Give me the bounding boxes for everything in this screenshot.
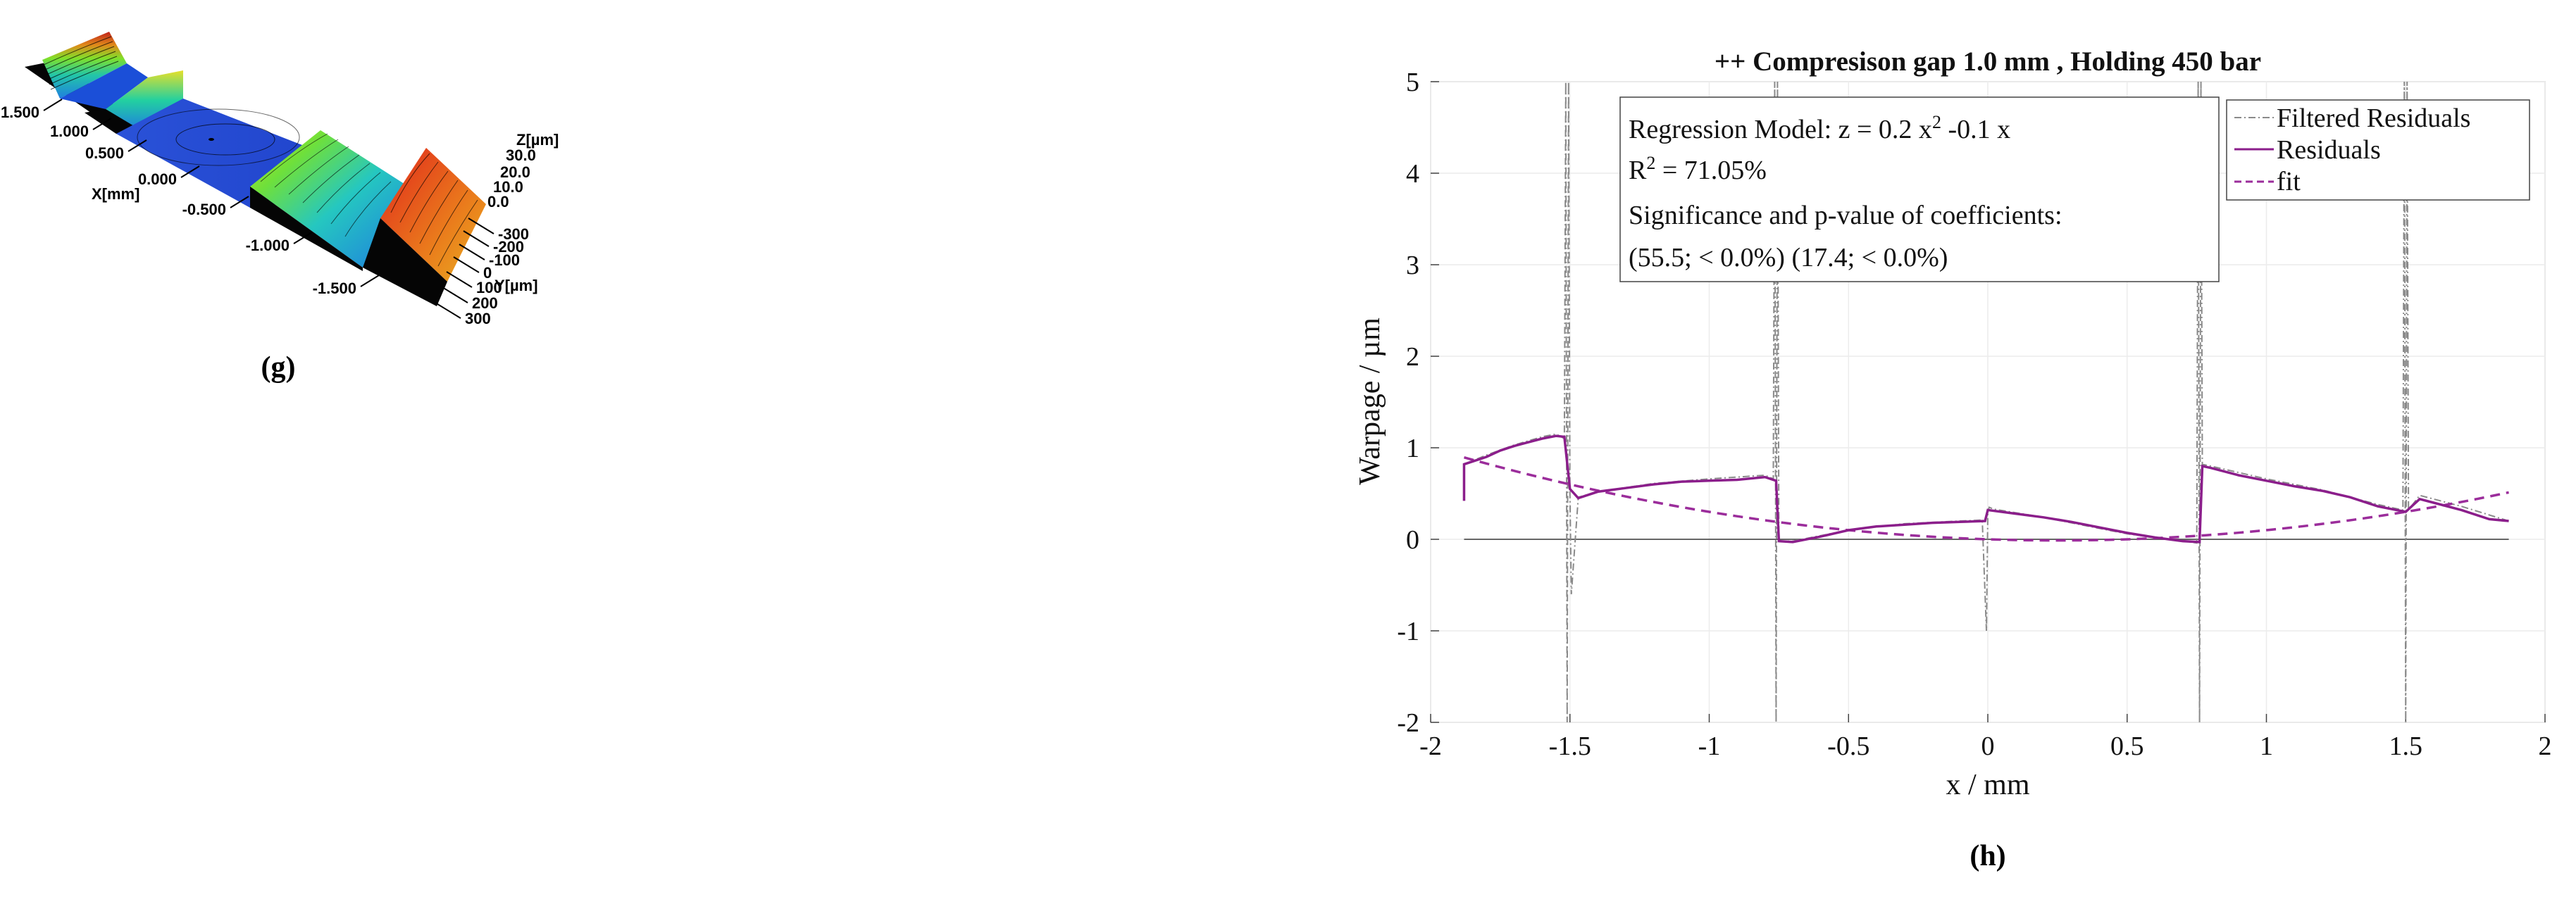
x-axis-label: X[mm] <box>92 185 139 203</box>
y-tick-label: -2 <box>1397 708 1419 738</box>
y-tick-label: 200 <box>472 294 498 312</box>
regression-model-text: Regression Model: z = 0.2 x2 -0.1 x <box>1629 112 2010 144</box>
y-axis-label: Warpage / µm <box>1354 318 1386 485</box>
x-tick-label: -1.500 <box>313 280 356 297</box>
legend: Filtered Residuals Residuals fit <box>2226 99 2530 201</box>
legend-residuals: Residuals <box>2277 135 2381 165</box>
warpage-chart-panel: -2 -1.5 -1 -0.5 0 0.5 1 1.5 2 -2 -1 0 1 2 3 4 5 Regress… <box>1303 0 2576 900</box>
x-tick-label: 1.000 <box>50 123 89 140</box>
x-tick-label: -1 <box>1698 732 1721 761</box>
y-tick-label: -1 <box>1397 617 1419 646</box>
x-tick-label: 0.500 <box>85 144 124 162</box>
z-tick-label: 10.0 <box>493 178 523 196</box>
x-tick-label: 1 <box>2260 732 2273 761</box>
z-axis-label: Z[µm] <box>516 131 559 149</box>
x-tick-label: -1.5 <box>1549 732 1591 761</box>
legend-fit: fit <box>2277 167 2301 196</box>
y-tick-label: 5 <box>1406 68 1419 97</box>
significance-values: (55.5; < 0.0%) (17.4; < 0.0%) <box>1629 243 1948 272</box>
x-tick-label: 2 <box>2539 732 2552 761</box>
y-tick-label: 100 <box>476 279 502 296</box>
y-tick-label: 0 <box>1406 525 1419 555</box>
z-tick-label: 0.0 <box>487 193 509 211</box>
z-tick-label: 20.0 <box>500 163 530 181</box>
significance-title: Significance and p-value of coefficients… <box>1629 201 2062 230</box>
warpage-chart-svg: -2 -1.5 -1 -0.5 0 0.5 1 1.5 2 -2 -1 0 1 2 3 4 5 Regress… <box>1354 46 2552 872</box>
ramp-surface-2 <box>106 70 183 130</box>
x-tick-label: 0.000 <box>138 170 177 188</box>
surface-plot-svg: 1.500 1.000 0.500 0.000 -0.500 -1.000 -1.500 X… <box>1 32 559 384</box>
x-tick-label: 0.5 <box>2110 732 2144 761</box>
x-tick-label: 1.5 <box>2389 732 2423 761</box>
ramp-surface-4 <box>380 148 486 282</box>
y-tick-label: -200 <box>493 238 524 256</box>
panel-label-g: (g) <box>261 351 296 384</box>
chart-title: ++ Compresison gap 1.0 mm , Holding 450 … <box>1715 46 2261 77</box>
regression-annotation: Regression Model: z = 0.2 x2 -0.1 x R2 =… <box>1619 96 2220 282</box>
r-squared-text: R2 = 71.05% <box>1629 153 1767 185</box>
z-tick-label: 30.0 <box>506 146 536 164</box>
surface-plot-panel: 1.500 1.000 0.500 0.000 -0.500 -1.000 -1.500 X… <box>1 32 559 384</box>
ramp-surface-1 <box>42 32 127 99</box>
x-tick-label: -2 <box>1419 732 1442 761</box>
x-tick-label: -1.000 <box>246 237 290 254</box>
x-tick-label: -0.500 <box>182 201 226 218</box>
ramp-shadow-3 <box>250 187 363 271</box>
ramp-shadow-4 <box>363 218 447 306</box>
x-tick-label: -0.5 <box>1827 732 1869 761</box>
y-tick-label: -300 <box>498 225 529 243</box>
y-tick-label: 2 <box>1406 342 1419 372</box>
y-axis-label: Y[µm] <box>494 277 538 294</box>
y-tick-label: 300 <box>465 310 491 327</box>
fit-curve <box>1463 456 2509 542</box>
y-tick-label: 4 <box>1406 159 1419 189</box>
x-tick-label: 1.500 <box>1 103 39 121</box>
x-axis-label: x / mm <box>1946 769 2029 801</box>
y-tick-label: 0 <box>483 264 492 282</box>
y-tick-label: -100 <box>489 251 520 269</box>
panel-label-h: (h) <box>1970 840 2005 872</box>
x-tick-label: 0 <box>1981 732 1995 761</box>
legend-filtered-residuals: Filtered Residuals <box>2277 103 2470 133</box>
residuals-line <box>1462 434 2509 544</box>
y-tick-label: 1 <box>1406 434 1419 463</box>
y-tick-label: 3 <box>1406 251 1419 280</box>
